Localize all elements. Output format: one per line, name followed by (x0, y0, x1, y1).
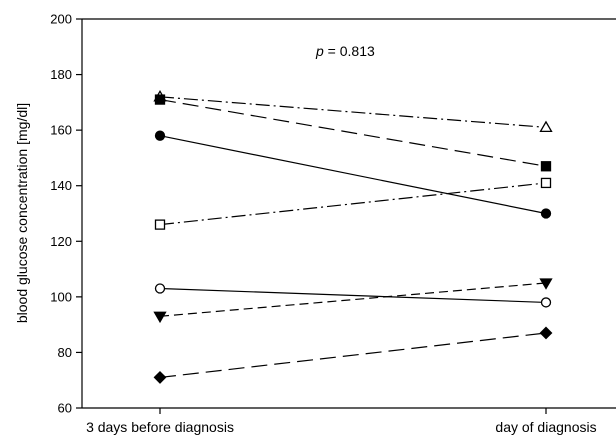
series-group (154, 283, 552, 308)
data-point-open-triangle-up (539, 120, 553, 133)
series-layer (153, 90, 553, 384)
data-point-open-square (540, 177, 552, 189)
series-line (159, 96, 547, 128)
data-point-filled-circle (154, 130, 166, 141)
series-group (154, 177, 552, 230)
x-category-label: 3 days before diagnosis (86, 419, 234, 435)
y-tick-label: 60 (58, 401, 72, 416)
p-text: = 0.813 (324, 43, 375, 59)
y-axis-title: blood glucose concentration [mg/dl] (14, 103, 30, 323)
y-tick-label: 100 (50, 289, 72, 304)
p-symbol: p (315, 43, 324, 59)
y-tick-label: 180 (50, 67, 72, 82)
p-value-annotation: p = 0.813 (315, 43, 375, 59)
data-point-filled-diamond (153, 371, 167, 384)
y-tick-label: 160 (50, 123, 72, 138)
data-point-filled-triangle-down (539, 278, 553, 290)
series-group (154, 130, 552, 219)
data-point-filled-circle (540, 208, 552, 219)
series-group (153, 326, 553, 384)
y-ticks: 60 80 100 120 140 160 180 200 (50, 12, 82, 416)
series-line (159, 287, 547, 304)
data-point-open-circle (154, 283, 166, 294)
series-line (159, 332, 547, 379)
series-line (159, 135, 547, 215)
y-tick-label: 80 (58, 345, 72, 360)
data-point-filled-triangle-down (153, 311, 167, 324)
y-tick-label: 140 (50, 178, 72, 193)
series-group (154, 94, 552, 172)
y-tick-label: 200 (50, 12, 72, 27)
data-point-open-circle (540, 297, 552, 308)
series-line (159, 282, 547, 317)
y-tick-label: 120 (50, 234, 72, 249)
series-group (153, 90, 553, 133)
x-category-label: day of diagnosis (495, 419, 596, 435)
data-point-filled-diamond (539, 326, 553, 340)
data-point-filled-square (540, 161, 552, 172)
data-point-open-square (154, 219, 166, 230)
data-point-filled-square (154, 94, 166, 105)
series-line (159, 182, 547, 226)
series-group (153, 278, 553, 324)
x-categories: 3 days before diagnosis day of diagnosis (86, 408, 597, 435)
series-line (159, 98, 547, 167)
